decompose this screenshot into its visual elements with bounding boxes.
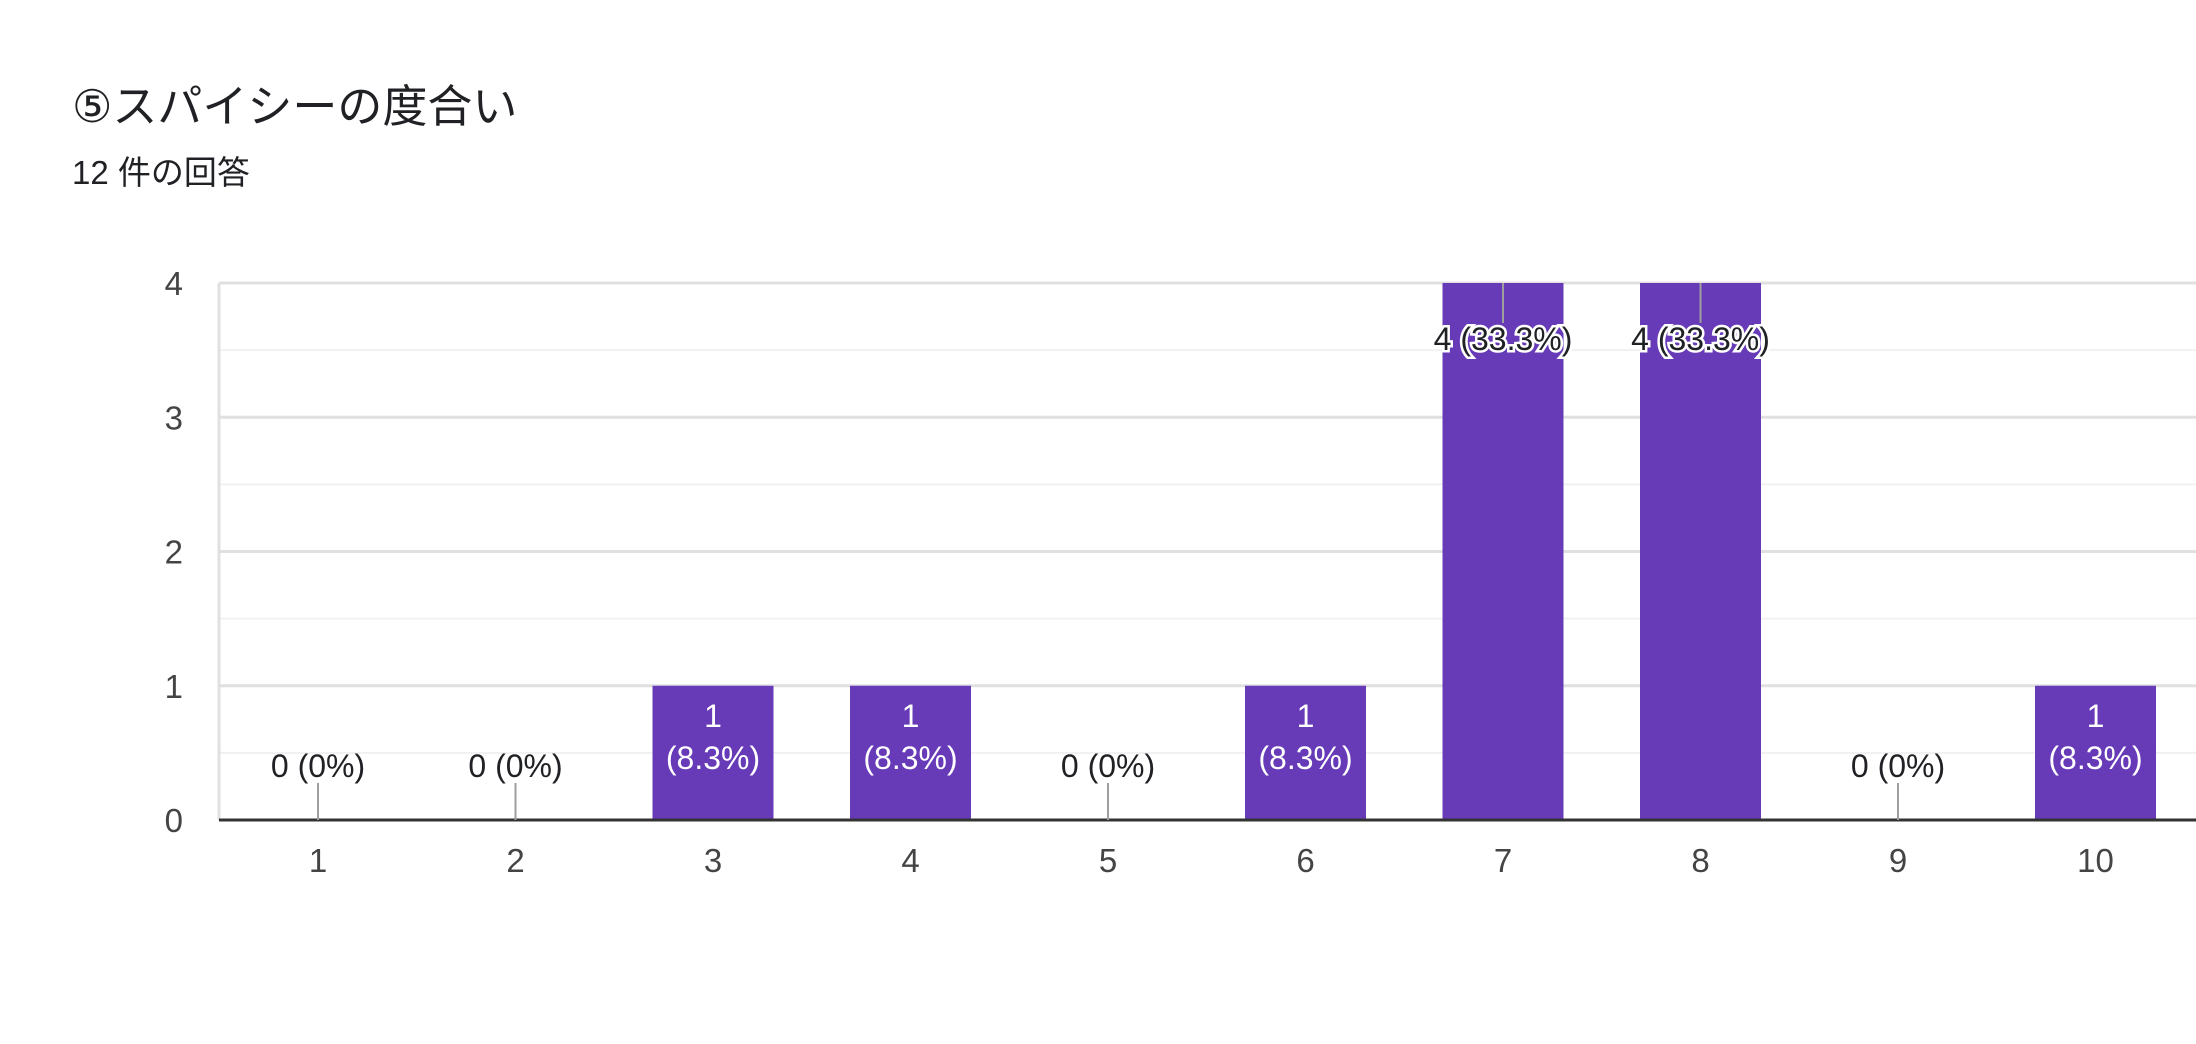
y-tick-label: 3 — [165, 399, 183, 436]
chart-title: ⑤スパイシーの度合い — [72, 81, 518, 132]
x-tick-label: 1 — [309, 842, 327, 879]
response-count: 12 件の回答 — [72, 154, 250, 191]
x-tick-label: 7 — [1494, 842, 1512, 879]
bar — [1640, 283, 1761, 820]
gridlines — [217, 281, 2196, 820]
x-tick-label: 3 — [704, 842, 722, 879]
data-label: 0 (0%) — [468, 748, 562, 784]
data-label: 4 (33.3%) — [1631, 321, 1770, 357]
y-tick-label: 1 — [165, 668, 183, 705]
data-label: 1 (8.3%) — [1258, 698, 1352, 776]
y-tick-label: 0 — [165, 802, 183, 839]
bar — [2035, 685, 2156, 820]
data-label: 1 (8.3%) — [863, 698, 957, 776]
bar — [652, 685, 774, 820]
x-tick-label: 2 — [506, 842, 524, 879]
data-label: 1 (8.3%) — [666, 698, 760, 776]
y-tick-label: 4 — [165, 265, 183, 302]
x-tick-label: 10 — [2077, 842, 2114, 879]
x-tick-label: 4 — [901, 842, 919, 879]
data-labels: 0 (0%) 0 (0%) 1 (8.3%) 1 (8.3%) 0 (0%) 1 (8.3%) 4… — [271, 283, 2143, 820]
data-label: 0 (0%) — [271, 748, 365, 784]
x-tick-label: 9 — [1889, 842, 1907, 879]
data-label: 0 (0%) — [1061, 748, 1155, 784]
x-tick-label: 8 — [1691, 842, 1709, 879]
axes: 0 1 2 3 4 1 2 3 4 5 6 7 8 9 10 — [165, 265, 2196, 879]
y-tick-label: 2 — [165, 534, 183, 571]
x-tick-label: 5 — [1099, 842, 1117, 879]
bar — [850, 685, 971, 820]
data-label: 0 (0%) — [1851, 748, 1945, 784]
bar — [1442, 283, 1564, 820]
x-tick-label: 6 — [1296, 842, 1314, 879]
bars — [652, 283, 2156, 820]
bar — [1245, 685, 1366, 820]
data-label: 1 (8.3%) — [2048, 698, 2142, 776]
data-label: 4 (33.3%) — [1434, 321, 1573, 357]
